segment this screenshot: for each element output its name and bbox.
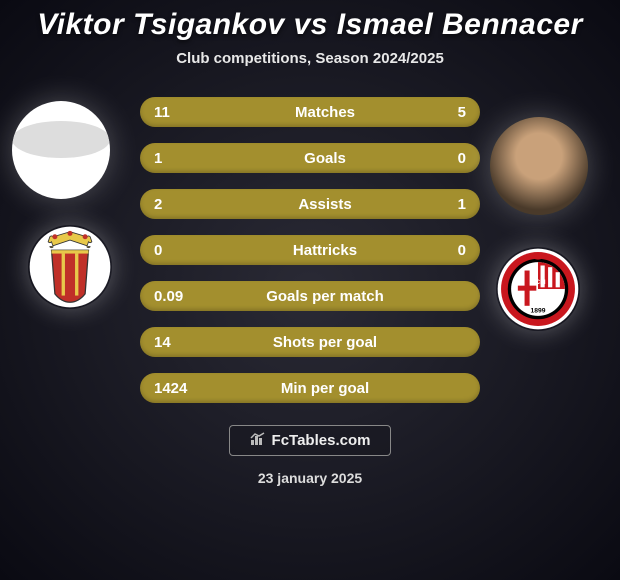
stat-left-value: 2 <box>154 196 224 213</box>
stat-row: 11 Matches 5 <box>140 97 480 127</box>
footer-date: 23 january 2025 <box>0 470 620 486</box>
stat-right-value: 5 <box>426 104 466 121</box>
brand-box[interactable]: FcTables.com <box>229 425 392 456</box>
svg-text:ACM: ACM <box>530 279 546 286</box>
page-subtitle: Club competitions, Season 2024/2025 <box>0 50 620 67</box>
svg-text:1899: 1899 <box>531 308 546 315</box>
stat-label: Matches <box>224 104 426 121</box>
brand-text: FcTables.com <box>272 432 371 449</box>
stats-list: 11 Matches 5 1 Goals 0 2 Assists 1 0 Hat… <box>140 97 480 403</box>
stat-left-value: 14 <box>154 334 224 351</box>
page-title: Viktor Tsigankov vs Ismael Bennacer <box>0 0 620 42</box>
stat-label: Goals per match <box>224 288 426 305</box>
stat-left-value: 11 <box>154 104 224 121</box>
stat-label: Shots per goal <box>224 334 426 351</box>
stat-right-value: 1 <box>426 196 466 213</box>
stat-label: Min per goal <box>224 380 426 397</box>
stat-left-value: 1424 <box>154 380 224 397</box>
stat-row: 1 Goals 0 <box>140 143 480 173</box>
stat-left-value: 0.09 <box>154 288 224 305</box>
stat-label: Hattricks <box>224 242 426 259</box>
chart-icon <box>250 432 266 449</box>
player-right-avatar <box>490 117 588 215</box>
stat-row: 0 Hattricks 0 <box>140 235 480 265</box>
stat-label: Goals <box>224 150 426 167</box>
stat-row: 14 Shots per goal <box>140 327 480 357</box>
stat-row: 0.09 Goals per match <box>140 281 480 311</box>
stat-row: 2 Assists 1 <box>140 189 480 219</box>
club-left-logo <box>28 225 112 309</box>
comparison-content: ACM 1899 11 Matches 5 1 Goals 0 2 Assist… <box>0 97 620 486</box>
stat-row: 1424 Min per goal <box>140 373 480 403</box>
stat-right-value: 0 <box>426 242 466 259</box>
branding: FcTables.com <box>0 425 620 456</box>
stat-right-value: 0 <box>426 150 466 167</box>
player-face-icon <box>490 117 588 215</box>
stat-left-value: 0 <box>154 242 224 259</box>
stat-left-value: 1 <box>154 150 224 167</box>
stat-label: Assists <box>224 196 426 213</box>
placeholder-ellipse-icon <box>12 121 110 158</box>
player-left-avatar <box>12 101 110 199</box>
club-right-logo: ACM 1899 <box>496 247 580 331</box>
